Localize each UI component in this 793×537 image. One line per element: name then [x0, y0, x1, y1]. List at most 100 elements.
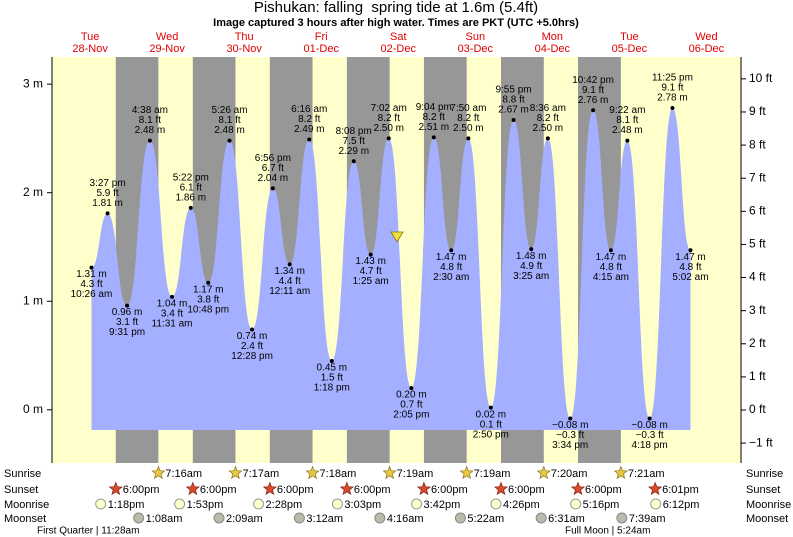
sunrise-icon [613, 465, 629, 480]
tide-label: 8:08 pm [336, 126, 372, 137]
tide-label: 11:25 pm [652, 73, 693, 84]
sunrise-time: 7:21am [628, 468, 665, 480]
tide-label: 3.4 ft [161, 309, 183, 320]
y2-tick-label: 3 ft [749, 303, 766, 317]
sunset-time: 6:00pm [585, 484, 622, 496]
moonrise-time: 1:53pm [187, 499, 224, 511]
tide-point [170, 294, 175, 299]
y-tick-label: 3 m [23, 76, 43, 90]
current-marker [390, 231, 404, 243]
y2-tick-label: 7 ft [749, 170, 766, 184]
sunrise-time: 7:19am [474, 468, 511, 480]
sunset-icon [570, 481, 586, 496]
sunrise-icon [151, 465, 166, 480]
tide-point [511, 117, 516, 122]
tide-label: 7.5 ft [343, 136, 365, 147]
sunset-icon [493, 481, 509, 496]
tide-point [488, 405, 493, 410]
y2-tick-label: 9 ft [749, 104, 766, 118]
tide-label: 10:42 pm [572, 75, 614, 86]
day-name: Sat [390, 31, 407, 43]
tide-label: 1.17 m [193, 284, 224, 295]
moonrise-time: 1:18pm [108, 499, 145, 511]
tide-label: 4.9 ft [520, 261, 542, 272]
moonset-time: 5:22am [467, 513, 504, 525]
tide-label: 1.47 m [596, 252, 627, 263]
chart-title: Pishukan: falling spring tide at 1.6m (5… [254, 0, 538, 16]
moonset-icon [133, 512, 145, 524]
day-name: Mon [542, 31, 563, 43]
tide-point [449, 248, 454, 253]
tide-label: 0.7 ft [400, 400, 422, 411]
tide-point [351, 159, 356, 164]
tide-label: 0.45 m [317, 363, 348, 374]
y-tick-label: 0 m [23, 402, 43, 416]
day-date: 04-Dec [535, 43, 571, 55]
day-name: Thu [235, 31, 254, 43]
tide-label: 10:48 pm [187, 304, 229, 315]
sunset-icon [416, 481, 431, 496]
tide-label: 5:02 am [672, 272, 708, 283]
tide-point [466, 136, 471, 141]
sunset-icon [339, 481, 355, 496]
tide-label: 1:18 pm [314, 383, 350, 394]
tide-label: 1.34 m [274, 266, 305, 277]
y2-tick-label: 4 ft [749, 270, 766, 284]
row-label: Sunrise [746, 468, 783, 480]
tide-label: 4.4 ft [279, 276, 301, 287]
tide-point [591, 108, 596, 113]
moonset-icon [374, 512, 386, 524]
sunrise-icon [305, 465, 320, 480]
tide-label: 2:05 pm [393, 410, 429, 421]
tide-label: 11:31 am [152, 319, 193, 330]
day-date: 02-Dec [381, 43, 417, 55]
tide-label: 8.8 ft [502, 95, 524, 106]
day-name: Tue [620, 31, 639, 43]
tide-label: 1.5 ft [321, 373, 343, 384]
y2-tick-label: −1 ft [749, 435, 773, 449]
tide-label: 4:38 am [132, 105, 168, 116]
tide-label: 9:31 pm [109, 327, 145, 338]
tide-label: 12:28 pm [231, 351, 273, 362]
tide-label: 7:02 am [371, 103, 407, 114]
tide-label: 8.1 ft [616, 115, 638, 126]
tide-label: 6:56 pm [255, 153, 291, 164]
sunrise-icon [536, 465, 551, 480]
y2-tick-label: 2 ft [749, 336, 766, 350]
tide-label: 1.04 m [157, 299, 188, 310]
y2-tick-label: 1 ft [749, 369, 766, 383]
day-date: 05-Dec [612, 43, 648, 55]
moonset-time: 4:16am [387, 513, 424, 525]
sunset-time: 6:00pm [354, 484, 391, 496]
tide-label: 4.7 ft [360, 266, 382, 277]
tide-label: 5.9 ft [96, 188, 118, 199]
tide-label: 2.50 m [373, 123, 404, 134]
tide-label: 7:50 am [450, 103, 486, 114]
tide-label: 8.2 ft [298, 114, 320, 125]
sunset-time: 6:00pm [200, 484, 237, 496]
moonset-time: 3:12am [306, 513, 343, 525]
sunrise-time: 7:19am [397, 468, 434, 480]
tide-label: 2:30 am [433, 272, 469, 283]
y-tick-label: 1 m [23, 293, 43, 307]
moonrise-time: 5:16pm [583, 499, 620, 511]
tide-label: 2.76 m [578, 95, 609, 106]
tide-label: 1.43 m [355, 256, 386, 267]
tide-point [105, 211, 110, 216]
day-date: 03-Dec [458, 43, 494, 55]
tide-point [386, 136, 391, 141]
tide-label: 4.8 ft [600, 262, 622, 273]
moonset-time: 1:08am [146, 513, 183, 525]
tide-label: 8.1 ft [218, 115, 240, 126]
moonrise-icon [490, 498, 502, 510]
tide-label: 2.67 m [498, 105, 529, 116]
moonrise-icon [174, 498, 186, 510]
day-date: 06-Dec [689, 43, 725, 55]
tide-label: 8.2 ft [423, 112, 445, 123]
tide-label: 0.02 m [476, 409, 507, 420]
moonrise-time: 3:03pm [344, 499, 381, 511]
sunrise-time: 7:16am [165, 468, 202, 480]
moonrise-time: 6:12pm [663, 499, 700, 511]
tide-point [147, 138, 152, 143]
